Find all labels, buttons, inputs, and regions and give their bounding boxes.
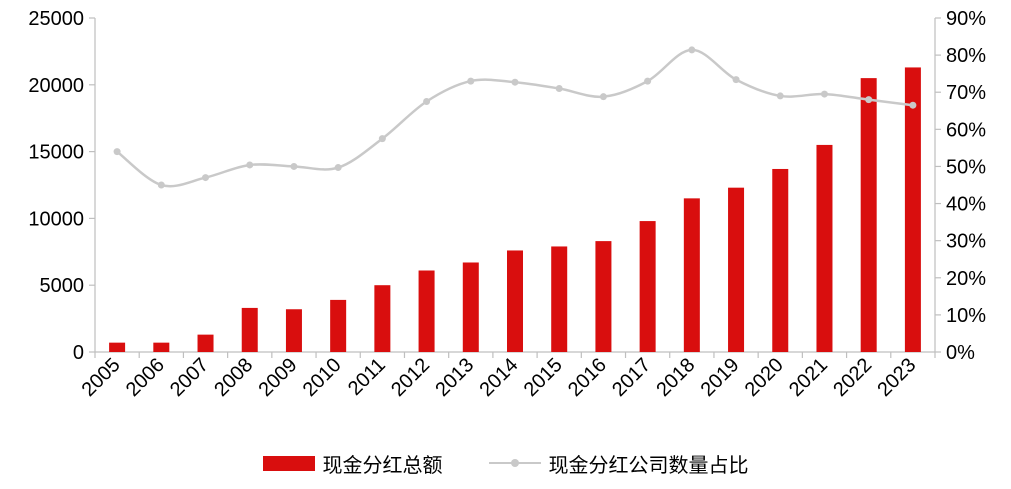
line-marker-2020 xyxy=(776,92,784,100)
legend-item-bar[interactable]: 现金分红总额 xyxy=(262,449,443,478)
bar-2016 xyxy=(595,241,612,352)
legend-item-line[interactable]: 现金分红公司数量占比 xyxy=(488,449,749,478)
bar-2018 xyxy=(683,198,700,352)
svg-text:2015: 2015 xyxy=(520,354,567,401)
line-swatch-marker-icon xyxy=(510,458,519,467)
bar-2022 xyxy=(860,78,877,353)
svg-text:70%: 70% xyxy=(946,82,986,104)
line-marker-2011 xyxy=(378,135,386,143)
bar-series-label: 现金分红总额 xyxy=(322,454,443,477)
line-series-swatch xyxy=(488,456,541,471)
line-marker-2008 xyxy=(246,161,254,169)
svg-text:2012: 2012 xyxy=(387,354,434,401)
svg-text:20000: 20000 xyxy=(28,75,84,97)
bar-2023 xyxy=(904,67,921,352)
bar-2013 xyxy=(462,262,479,352)
bar-2007 xyxy=(197,334,214,352)
svg-text:30%: 30% xyxy=(946,231,986,253)
svg-text:2013: 2013 xyxy=(431,354,478,401)
svg-text:2006: 2006 xyxy=(122,354,169,401)
svg-text:50%: 50% xyxy=(946,156,986,178)
bar-2020 xyxy=(772,168,789,352)
bar-2006 xyxy=(153,342,170,352)
line-marker-2015 xyxy=(555,85,563,93)
svg-text:2017: 2017 xyxy=(608,354,655,401)
svg-text:60%: 60% xyxy=(946,119,986,141)
line-marker-2016 xyxy=(599,93,607,101)
line-marker-2017 xyxy=(644,77,652,85)
line-marker-2018 xyxy=(688,46,696,54)
line-marker-2006 xyxy=(157,181,165,189)
svg-text:2023: 2023 xyxy=(873,354,920,401)
bar-2010 xyxy=(330,299,347,352)
svg-text:0: 0 xyxy=(73,342,84,364)
bar-2014 xyxy=(507,250,523,352)
line-marker-2013 xyxy=(467,77,475,85)
bar-2005 xyxy=(109,342,126,352)
chart-legend: 现金分红总额 现金分红公司数量占比 xyxy=(0,441,1011,485)
svg-text:2020: 2020 xyxy=(741,354,788,401)
chart-plot-area: 0 5000 10000 15000 20000 25000 0% 10% 20% 30% 40% 5… xyxy=(28,8,986,401)
line-series-label: 现金分红公司数量占比 xyxy=(548,454,749,477)
svg-text:2005: 2005 xyxy=(78,354,125,401)
bar-series-swatch xyxy=(262,455,315,471)
svg-text:2010: 2010 xyxy=(299,354,346,401)
bar-2008 xyxy=(241,307,258,352)
line-marker-2019 xyxy=(732,76,740,84)
bar-2015 xyxy=(551,246,568,352)
svg-text:90%: 90% xyxy=(946,8,986,30)
line-marker-2012 xyxy=(423,98,431,105)
svg-text:5000: 5000 xyxy=(40,275,85,297)
line-marker-2007 xyxy=(202,174,210,182)
svg-text:10%: 10% xyxy=(946,305,986,327)
svg-text:2007: 2007 xyxy=(166,354,213,401)
line-marker-2005 xyxy=(113,148,121,156)
line-marker-2009 xyxy=(290,162,298,170)
bar-2019 xyxy=(728,187,745,352)
bar-2009 xyxy=(285,309,302,352)
svg-text:2022: 2022 xyxy=(829,354,876,401)
svg-text:0%: 0% xyxy=(946,342,975,364)
line-marker-2010 xyxy=(334,164,342,172)
bar-2012 xyxy=(418,270,435,352)
svg-text:2008: 2008 xyxy=(210,354,257,401)
line-marker-2014 xyxy=(511,78,519,86)
svg-text:2019: 2019 xyxy=(697,354,744,401)
svg-text:25000: 25000 xyxy=(28,8,84,30)
bar-2011 xyxy=(374,285,391,352)
svg-text:2016: 2016 xyxy=(564,354,611,401)
bar-2017 xyxy=(639,221,656,352)
svg-text:80%: 80% xyxy=(946,45,986,67)
bar-2021 xyxy=(816,144,833,352)
svg-text:2018: 2018 xyxy=(652,354,699,401)
line-marker-2022 xyxy=(865,96,873,104)
svg-text:2021: 2021 xyxy=(785,354,832,401)
svg-text:15000: 15000 xyxy=(28,142,84,164)
svg-text:20%: 20% xyxy=(946,268,986,290)
svg-text:10000: 10000 xyxy=(28,208,84,230)
svg-text:2009: 2009 xyxy=(254,354,301,401)
line-marker-2021 xyxy=(820,90,828,98)
svg-text:40%: 40% xyxy=(946,194,986,216)
svg-text:2014: 2014 xyxy=(476,354,523,401)
svg-text:2011: 2011 xyxy=(344,354,390,400)
line-marker-2023 xyxy=(909,101,917,109)
